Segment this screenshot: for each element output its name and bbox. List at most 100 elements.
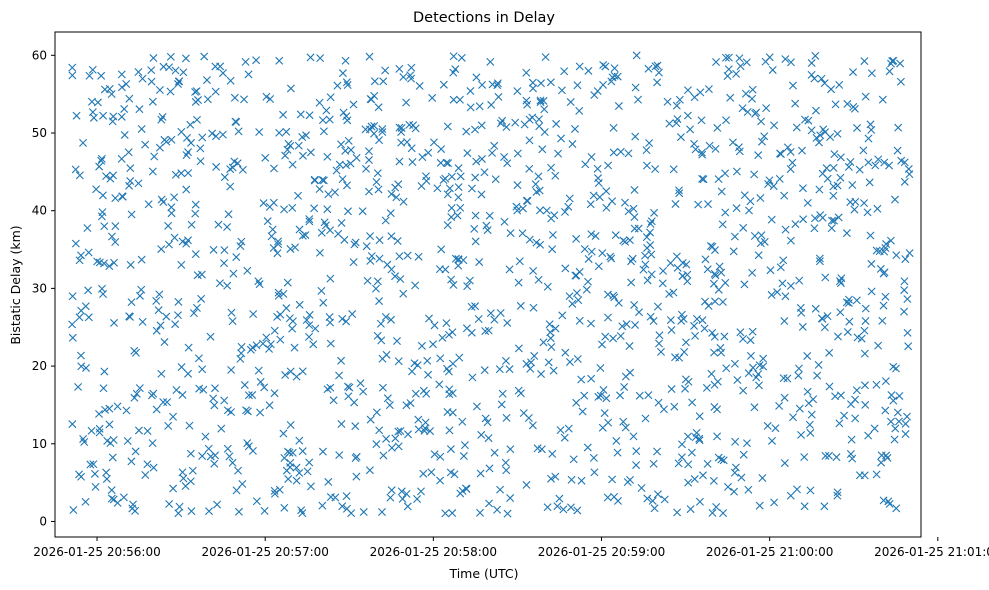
detection-point — [131, 348, 140, 357]
detection-point — [463, 282, 472, 291]
detection-point — [97, 156, 106, 165]
detection-point — [274, 240, 283, 249]
detection-point — [335, 160, 344, 169]
detection-point — [693, 315, 701, 323]
detection-point — [572, 234, 581, 243]
detection-point — [262, 333, 271, 342]
detection-point — [169, 412, 178, 421]
detection-point — [254, 366, 263, 375]
detection-point — [445, 330, 454, 339]
detection-point — [406, 71, 415, 80]
detection-point — [900, 277, 909, 286]
detection-point — [642, 146, 651, 155]
detection-point — [512, 202, 521, 211]
x-tick-label: 2026-01-25 20:57:00 — [201, 545, 328, 559]
detection-point — [846, 400, 855, 409]
detection-point — [721, 53, 730, 62]
detection-point — [102, 474, 111, 483]
detection-point — [867, 287, 876, 296]
detection-point — [134, 68, 143, 77]
detection-point — [710, 269, 719, 278]
detection-point — [758, 474, 767, 482]
detection-point — [442, 319, 451, 328]
detection-point — [750, 170, 759, 179]
detection-point — [732, 204, 741, 213]
detection-point — [429, 340, 437, 349]
detection-point — [68, 320, 77, 329]
detection-point — [659, 405, 668, 414]
detection-point — [249, 310, 258, 319]
detection-point — [364, 156, 373, 165]
detection-point — [712, 57, 721, 66]
detection-point — [137, 285, 146, 294]
detection-point — [87, 426, 96, 435]
detection-point — [435, 380, 444, 389]
detection-point — [84, 248, 93, 257]
detection-point — [375, 426, 384, 435]
detection-point — [829, 191, 838, 200]
detection-point — [395, 157, 404, 166]
detection-point — [305, 310, 314, 319]
detection-point — [642, 161, 651, 170]
detection-point — [126, 312, 135, 321]
detection-point — [471, 173, 480, 182]
y-tick-label: 60 — [32, 48, 47, 62]
detection-point — [320, 218, 329, 227]
detection-point — [365, 466, 374, 475]
detection-point — [454, 255, 463, 264]
detection-point — [171, 320, 180, 329]
x-tick-label: 2026-01-25 21:01:00 — [874, 545, 989, 559]
detection-point — [356, 379, 365, 388]
detection-point — [614, 496, 622, 505]
detection-point — [468, 373, 477, 382]
detection-point — [691, 331, 700, 340]
detection-point — [343, 80, 352, 89]
detection-point — [836, 391, 845, 400]
detection-point — [105, 404, 114, 413]
detection-point — [107, 486, 116, 495]
detection-point — [68, 63, 77, 72]
detection-point — [859, 146, 868, 155]
detection-point — [620, 382, 629, 391]
detection-point — [238, 479, 247, 488]
detection-point — [403, 138, 412, 147]
detection-point — [722, 364, 731, 373]
detection-point — [575, 62, 584, 71]
detection-point — [196, 157, 205, 166]
detection-point — [447, 204, 456, 213]
detection-point — [498, 389, 507, 398]
detection-point — [418, 153, 427, 162]
detection-point — [548, 245, 557, 254]
detection-point — [372, 440, 381, 449]
detection-point — [237, 237, 246, 246]
detection-point — [212, 162, 221, 171]
detection-point — [402, 489, 411, 498]
detection-point — [471, 125, 480, 134]
detection-point — [338, 175, 347, 184]
detection-point — [794, 371, 803, 380]
detection-point — [715, 262, 724, 271]
detection-point — [711, 297, 720, 306]
detection-point — [326, 274, 335, 283]
detection-point — [888, 57, 897, 66]
detection-point — [279, 289, 288, 298]
detection-point — [326, 318, 335, 327]
detection-point — [483, 418, 492, 427]
detection-point — [654, 398, 663, 407]
detection-point — [719, 456, 728, 465]
detection-point — [332, 166, 341, 175]
detection-point — [480, 168, 489, 177]
detection-point — [359, 387, 368, 396]
detection-point — [800, 502, 809, 511]
detection-point — [815, 257, 824, 266]
detection-point — [904, 342, 913, 351]
detection-point — [849, 68, 858, 77]
detection-point — [443, 190, 452, 199]
detection-point — [879, 269, 888, 278]
detection-point — [436, 452, 445, 461]
detection-point — [478, 80, 487, 89]
detection-point — [621, 423, 630, 432]
detection-point — [315, 248, 324, 257]
detection-point — [184, 343, 193, 352]
detection-point — [855, 165, 864, 174]
